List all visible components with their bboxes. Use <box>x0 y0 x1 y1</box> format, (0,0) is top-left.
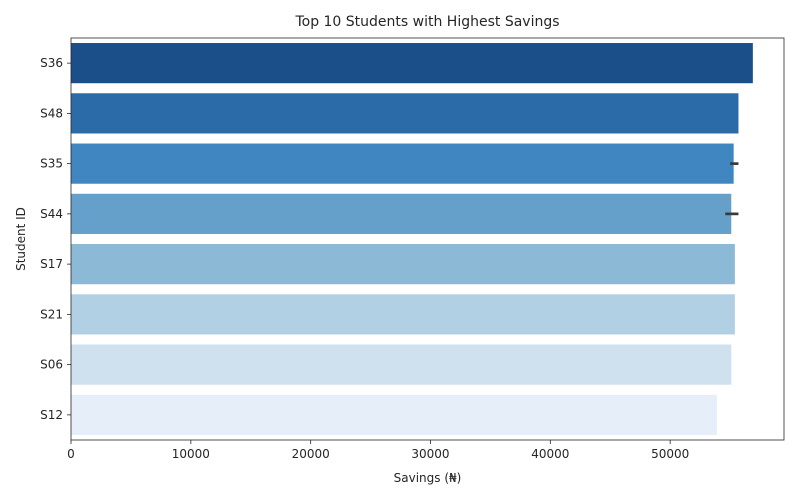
y-axis-label: Student ID <box>14 207 28 271</box>
bar-s17 <box>71 244 735 285</box>
y-tick-label-s12: S12 <box>40 408 63 422</box>
y-tick-label-s06: S06 <box>40 358 63 372</box>
bar-s36 <box>71 43 753 84</box>
axes-layer: S36 S48 S35 S44 S17 S21 S06 S12 0 10000 20000 30000… <box>40 37 785 461</box>
error-bars-layer <box>725 162 739 216</box>
y-tick-label-s44: S44 <box>40 207 63 221</box>
y-tick-label-s48: S48 <box>40 106 63 120</box>
x-tick-label-40000: 40000 <box>531 447 569 461</box>
x-tick-label-30000: 30000 <box>411 447 449 461</box>
bar-s06 <box>71 344 732 385</box>
x-tick-label-50000: 50000 <box>651 447 689 461</box>
bar-s12 <box>71 394 717 435</box>
y-tick-label-s36: S36 <box>40 56 63 70</box>
bar-s44 <box>71 193 732 234</box>
x-tick-label-20000: 20000 <box>292 447 330 461</box>
bar-s35 <box>71 143 734 184</box>
y-tick-label-s21: S21 <box>40 307 63 321</box>
bar-s48 <box>71 93 739 134</box>
x-axis-label: Savings (₦) <box>394 471 462 485</box>
y-tick-label-s35: S35 <box>40 157 63 171</box>
bars-layer <box>71 43 753 435</box>
y-tick-label-s17: S17 <box>40 257 63 271</box>
bar-s21 <box>71 294 735 335</box>
x-tick-label-10000: 10000 <box>172 447 210 461</box>
chart-title: Top 10 Students with Highest Savings <box>294 14 559 30</box>
x-tick-label-0: 0 <box>67 447 75 461</box>
plot-frame <box>70 37 785 441</box>
